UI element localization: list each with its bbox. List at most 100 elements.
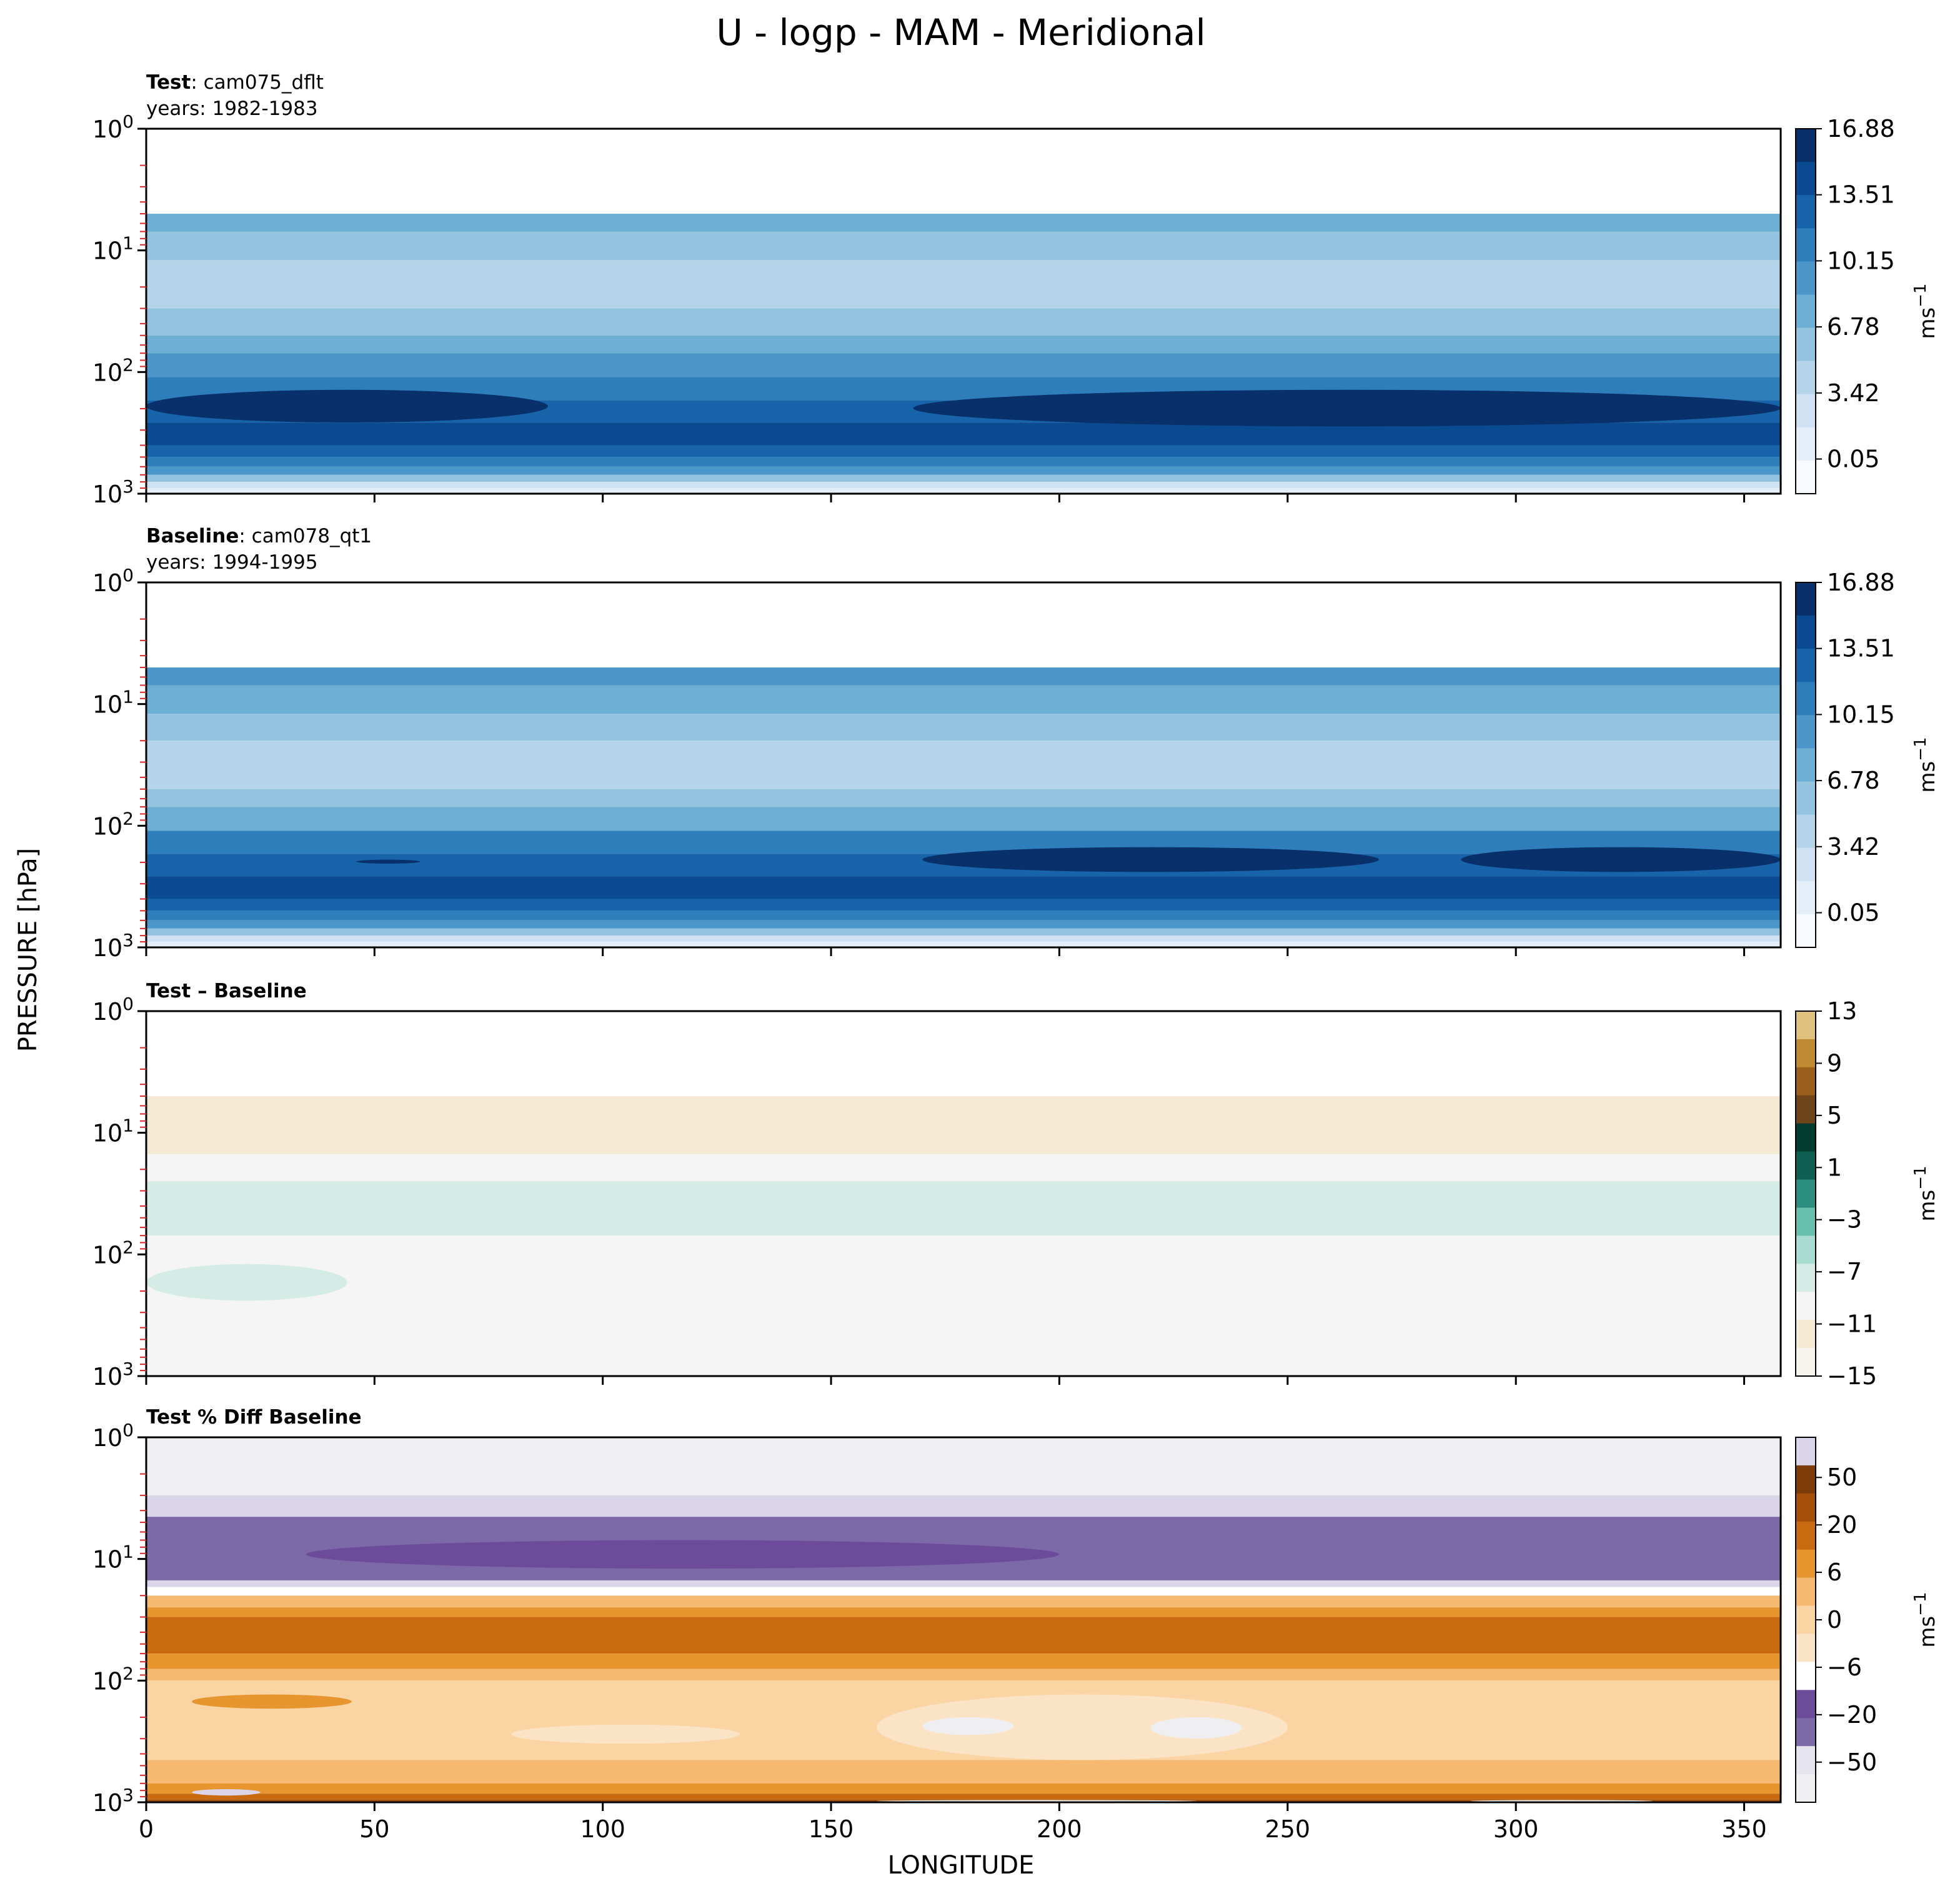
colorbar-segment [1796,1207,1816,1236]
panel-sublabel: years: 1982-1983 [146,97,318,120]
colorbar-segment [1796,1123,1816,1152]
x-tick-label: 150 [808,1815,854,1843]
y-tick-label: 101 [92,687,134,719]
colorbar-segment [1796,1320,1816,1349]
contour-band [146,474,1781,482]
contour-band [146,1654,1781,1669]
contour-blob [146,1264,347,1301]
colorbar-segment [1796,682,1816,716]
panel-2: Baseline: cam078_qt1 years: 1994-1995 100 1… [92,525,1940,962]
panel-label: Baseline: cam078_qt1 [146,525,372,547]
contour-band [146,928,1781,936]
colorbar-segment [1796,914,1816,948]
colorbar-tick-label: 16.88 [1827,569,1895,596]
contour-band [146,457,1781,467]
colorbar-label: ms−1 [1911,283,1940,339]
y-tick-label: 101 [92,233,134,265]
colorbar-tick-label: 16.88 [1827,115,1895,142]
x-tick-label: 0 [139,1815,154,1843]
panel-label: Test % Diff Baseline [146,1406,362,1429]
colorbar-segment [1796,294,1816,329]
plot-frame [145,127,1782,495]
x-tick-label: 100 [580,1815,625,1843]
colorbar-segment [1796,1437,1816,1466]
colorbar-segment [1796,327,1816,362]
colorbar-segment [1796,460,1816,494]
colorbar-segment [1796,1521,1816,1550]
y-tick-label: 103 [92,930,134,962]
contour-band [146,714,1781,741]
contour-band [146,899,1781,911]
colorbar-tick-label: −11 [1827,1310,1877,1338]
colorbar-segment [1796,1549,1816,1579]
y-tick-label: 102 [92,1237,134,1269]
panel-1: Test: cam075_dflt years: 1982-1983 100 101 1… [92,71,1940,508]
contour-band [146,807,1781,831]
colorbar-tick-label: −3 [1827,1206,1862,1234]
colorbar-segment [1796,1718,1816,1747]
contour-band [146,831,1781,854]
contour-band [146,1794,1781,1800]
colorbar-tick-label: 13.51 [1827,635,1895,662]
colorbar-segment [1796,715,1816,749]
contour-blob [922,847,1379,872]
contour-band [146,1617,1781,1654]
colorbar-segment [1796,1348,1816,1377]
colorbar-segment [1796,1634,1816,1662]
colorbar-segment [1796,195,1816,229]
contour-band [146,667,1781,686]
contour-blob [922,1717,1014,1735]
colorbar-segment [1796,129,1816,162]
colorbar-segment [1796,1151,1816,1180]
contour-blob [146,389,549,423]
colorbar-segment [1796,1577,1816,1607]
colorbar-segment [1796,582,1816,616]
contour-band [146,445,1781,457]
colorbar-segment [1796,847,1816,882]
colorbar-segment [1796,1264,1816,1292]
contour-band [146,231,1781,261]
colorbar-label: ms−1 [1911,737,1940,792]
contour-band [146,1181,1781,1236]
colorbar-tick-label: 0.05 [1827,446,1880,473]
x-tick-label: 200 [1037,1815,1082,1843]
x-tick-label: 300 [1493,1815,1539,1843]
colorbar-segment [1796,361,1816,395]
colorbar-segment [1796,427,1816,461]
colorbar-tick-label: 0 [1827,1606,1842,1634]
colorbar-segment [1796,748,1816,782]
colorbar-segment [1796,1011,1816,1040]
contour-blob [511,1724,740,1744]
contour-band [146,214,1781,232]
contour-band [146,685,1781,714]
colorbar-segment [1796,781,1816,816]
colorbar-tick-label: 6.78 [1827,767,1880,794]
contour-band [146,876,1781,899]
contour-band [146,1760,1781,1784]
contour-blob [356,859,420,864]
y-tick-label: 100 [92,1420,134,1452]
y-tick-label: 103 [92,476,134,508]
colorbar-label: ms−1 [1911,1165,1940,1221]
colorbar-tick-label: −6 [1827,1654,1862,1681]
contour-band [146,741,1781,789]
colorbar-segment [1796,228,1816,262]
contour-band [146,335,1781,354]
colorbar-tick-label: 5 [1827,1102,1842,1129]
colorbar-tick-label: 13 [1827,997,1857,1025]
contour-band [146,1495,1781,1517]
y-tick-label: 100 [92,994,134,1025]
figure-title: U - logp - MAM - Meridional [716,11,1205,54]
colorbar-tick-label: 13.51 [1827,181,1895,209]
colorbar-tick-label: 1 [1827,1154,1842,1181]
colorbar-segment [1796,1095,1816,1124]
colorbar-tick-label: 3.42 [1827,833,1880,861]
x-axis-label: LONGITUDE [888,1851,1035,1880]
contour-band [146,466,1781,475]
contour-band [146,1595,1781,1608]
colorbar-tick-label: 10.15 [1827,701,1895,728]
contour-band [146,308,1781,336]
contour-band [146,1669,1781,1681]
